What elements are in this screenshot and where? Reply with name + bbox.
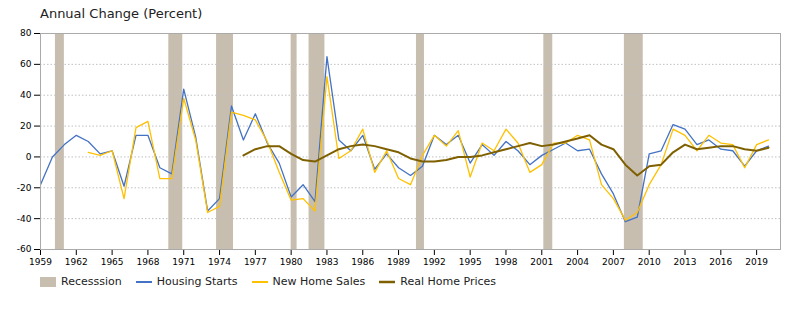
html-text:Annual Change (Percent): Annual Change (Percent): [40, 6, 203, 21]
svg-text:2013: 2013: [674, 257, 697, 267]
svg-text:-60: -60: [17, 244, 32, 254]
svg-text:1986: 1986: [351, 257, 374, 267]
html-text:Real Home Prices: Real Home Prices: [400, 275, 496, 288]
svg-text:1980: 1980: [280, 257, 303, 267]
svg-text:2007: 2007: [602, 257, 625, 267]
svg-text:1962: 1962: [65, 257, 88, 267]
svg-text:2010: 2010: [638, 257, 661, 267]
svg-text:1974: 1974: [208, 257, 231, 267]
svg-text:1983: 1983: [315, 257, 338, 267]
svg-text:1968: 1968: [136, 257, 159, 267]
svg-text:-20: -20: [17, 183, 32, 193]
svg-text:2016: 2016: [709, 257, 732, 267]
svg-text:80: 80: [20, 28, 32, 38]
svg-text:2019: 2019: [745, 257, 768, 267]
svg-text:20: 20: [20, 121, 32, 131]
html-text:Recesssion: Recesssion: [61, 275, 122, 288]
svg-text:1995: 1995: [459, 257, 482, 267]
svg-text:40: 40: [20, 90, 32, 100]
svg-text:1992: 1992: [423, 257, 446, 267]
svg-text:1989: 1989: [387, 257, 410, 267]
svg-text:0: 0: [26, 152, 32, 162]
svg-text:1959: 1959: [29, 257, 52, 267]
svg-text:-40: -40: [17, 214, 32, 224]
svg-text:2001: 2001: [530, 257, 553, 267]
svg-text:60: 60: [20, 59, 32, 69]
svg-text:1977: 1977: [244, 257, 267, 267]
svg-text:1998: 1998: [495, 257, 518, 267]
html-text:Housing Starts: Housing Starts: [156, 275, 238, 288]
svg-text:1965: 1965: [101, 257, 124, 267]
html-text:New Home Sales: New Home Sales: [272, 275, 366, 288]
svg-text:1971: 1971: [172, 257, 195, 267]
svg-text:2004: 2004: [566, 257, 589, 267]
